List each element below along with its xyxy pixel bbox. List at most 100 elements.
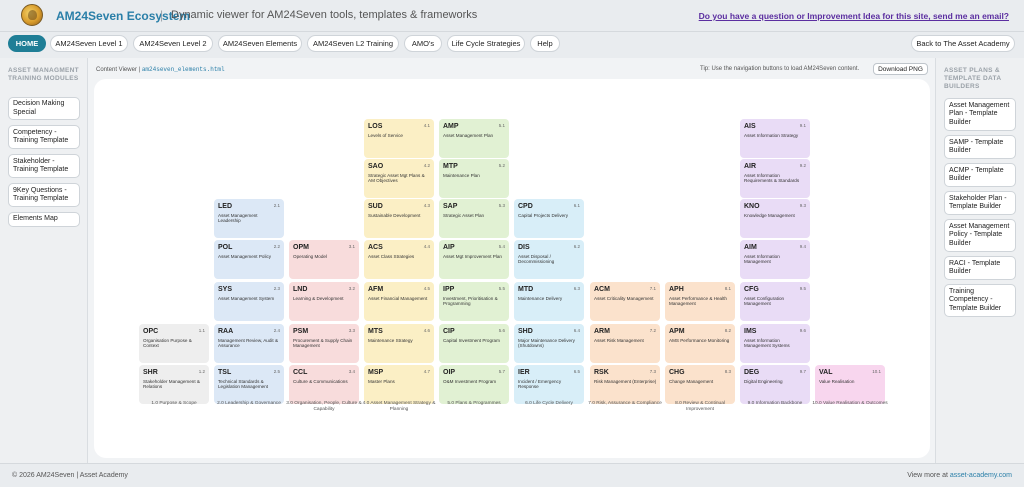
nav-elements[interactable]: AM24Seven Elements	[218, 35, 302, 52]
module-stakeholder[interactable]: Stakeholder - Training Template	[8, 154, 80, 178]
title-separator: |	[160, 8, 164, 22]
element-name: Management Review, Audit & Assurance	[218, 338, 279, 349]
element-tile-sud[interactable]: SUD 4.3 Sustainable Development	[364, 199, 434, 238]
element-code: POL	[218, 244, 233, 251]
element-tile-ipp[interactable]: IPP 5.5 Investment, Prioritisation & Progr…	[439, 282, 509, 321]
module-elements-map[interactable]: Elements Map	[8, 212, 80, 227]
element-tile-psm[interactable]: PSM 3.3 Procurement & Supply Chain Managem…	[289, 324, 359, 363]
element-tile-msp[interactable]: MSP 4.7 Master Plans	[364, 365, 434, 404]
element-tile-shd[interactable]: SHD 6.4 Major Maintenance Delivery (Shutdo…	[514, 324, 584, 363]
element-code: AIR	[744, 163, 757, 170]
element-tile-sao[interactable]: SAO 4.2 Strategic Asset Mgt Plans & AM Obj…	[364, 159, 434, 198]
element-code: SAO	[368, 163, 384, 170]
element-name: Culture & Communications	[293, 379, 348, 384]
element-tile-aph[interactable]: APH 8.1 Asset Performance & Health Managem…	[665, 282, 735, 321]
element-tile-aim[interactable]: AIM 9.4 Asset Information Management	[740, 240, 810, 279]
element-tile-val[interactable]: VAL 10.1 Value Realisation	[815, 365, 885, 404]
feedback-link[interactable]: Do you have a question or Improvement Id…	[698, 11, 1009, 21]
element-tile-ier[interactable]: IER 6.5 Incident / Emergency Response	[514, 365, 584, 404]
element-tile-shr[interactable]: SHR 1.2 Stakeholder Management & Relations	[139, 365, 209, 404]
element-number: 2.5	[273, 369, 280, 374]
element-name: Asset Criticality Management	[594, 296, 654, 301]
module-decision-making[interactable]: Decision Making Special	[8, 97, 80, 120]
element-number: 2.4	[273, 328, 280, 333]
footer-more-prefix: View more at	[907, 472, 948, 479]
element-number: 9.1	[799, 123, 806, 128]
element-tile-air[interactable]: AIR 9.2 Asset Information Requirements & S…	[740, 159, 810, 198]
nav-home[interactable]: HOME	[8, 35, 46, 52]
builder-raci[interactable]: RACI - Template Builder	[944, 256, 1016, 280]
nav-level-1[interactable]: AM24Seven Level 1	[50, 35, 128, 52]
element-name: Maintenance Delivery	[518, 296, 563, 301]
module-competency[interactable]: Competency - Training Template	[8, 125, 80, 149]
element-tile-mtp[interactable]: MTP 5.2 Maintenance Plan	[439, 159, 509, 198]
element-tile-cpd[interactable]: CPD 6.1 Capital Projects Delivery	[514, 199, 584, 238]
element-name: Asset Mgt Improvement Plan	[443, 254, 502, 259]
element-tile-dis[interactable]: DIS 6.2 Asset Disposal / Decommissioning	[514, 240, 584, 279]
element-tile-kno[interactable]: KNO 9.3 Knowledge Management	[740, 199, 810, 238]
download-png-button[interactable]: Download PNG	[873, 63, 928, 75]
element-code: RAA	[218, 328, 234, 335]
element-tile-pol[interactable]: POL 2.2 Asset Management Policy	[214, 240, 284, 279]
element-number: 9.7	[799, 369, 806, 374]
builder-stakeholder-plan[interactable]: Stakeholder Plan - Template Builder	[944, 191, 1016, 215]
element-code: CPD	[518, 203, 533, 210]
builder-am-policy[interactable]: Asset Management Policy - Template Build…	[944, 219, 1016, 252]
element-tile-opm[interactable]: OPM 3.1 Operating Model	[289, 240, 359, 279]
nav-life-cycle[interactable]: Life Cycle Strategies	[447, 35, 525, 52]
module-9key-questions[interactable]: 9Key Questions - Training Template	[8, 183, 80, 207]
element-tile-aip[interactable]: AIP 5.4 Asset Mgt Improvement Plan	[439, 240, 509, 279]
nav-amos[interactable]: AMO's	[404, 35, 442, 52]
builder-training-competency[interactable]: Training Competency - Template Builder	[944, 284, 1016, 317]
element-tile-rsk[interactable]: RSK 7.3 Risk Management (Enterprise)	[590, 365, 660, 404]
builder-amp[interactable]: Asset Management Plan - Template Builder	[944, 98, 1016, 131]
builder-samp[interactable]: SAMP - Template Builder	[944, 135, 1016, 159]
element-tile-arm[interactable]: ARM 7.2 Asset Risk Management	[590, 324, 660, 363]
element-name: Capital Investment Program	[443, 338, 500, 343]
element-tile-cfg[interactable]: CFG 9.5 Asset Configuration Management	[740, 282, 810, 321]
nav-help[interactable]: Help	[530, 35, 560, 52]
element-tile-mts[interactable]: MTS 4.6 Maintenance Strategy	[364, 324, 434, 363]
app-subtitle: Dynamic viewer for AM24Seven tools, temp…	[171, 9, 478, 21]
element-name: Organisation Purpose & Context	[143, 338, 192, 349]
element-number: 3.2	[348, 286, 355, 291]
element-tile-afm[interactable]: AFM 4.5 Asset Financial Management	[364, 282, 434, 321]
element-tile-acs[interactable]: ACS 4.4 Asset Class Strategies	[364, 240, 434, 279]
column-label: 5.0 Plans & Programmes	[447, 401, 501, 406]
element-tile-chg[interactable]: CHG 8.3 Change Management	[665, 365, 735, 404]
viewer-label-text: Content Viewer |	[96, 67, 141, 73]
element-tile-apm[interactable]: APM 8.2 AMS Performance Monitoring	[665, 324, 735, 363]
column-label: 6.0 Life Cycle Delivery	[525, 401, 573, 406]
element-tile-ais[interactable]: AIS 9.1 Asset Information Strategy	[740, 119, 810, 158]
element-name: Asset Management Leadership	[218, 213, 258, 224]
element-tile-opc[interactable]: OPC 1.1 Organisation Purpose & Context	[139, 324, 209, 363]
builder-acmp[interactable]: ACMP - Template Builder	[944, 163, 1016, 187]
element-code: MTS	[368, 328, 383, 335]
element-tile-raa[interactable]: RAA 2.4 Management Review, Audit & Assuran…	[214, 324, 284, 363]
element-name: Asset Information Requirements & Standar…	[744, 173, 800, 184]
element-tile-mtd[interactable]: MTD 6.3 Maintenance Delivery	[514, 282, 584, 321]
element-number: 1.1	[198, 328, 205, 333]
element-tile-led[interactable]: LED 2.1 Asset Management Leadership	[214, 199, 284, 238]
element-tile-sys[interactable]: SYS 2.3 Asset Management System	[214, 282, 284, 321]
element-tile-ccl[interactable]: CCL 3.4 Culture & Communications	[289, 365, 359, 404]
back-to-academy-button[interactable]: Back to The Asset Academy	[911, 35, 1015, 52]
element-number: 1.2	[198, 369, 205, 374]
element-code: AIS	[744, 123, 756, 130]
element-tile-deg[interactable]: DEG 9.7 Digital Engineering	[740, 365, 810, 404]
element-code: LOS	[368, 123, 383, 130]
element-tile-lnd[interactable]: LND 3.2 Learning & Development	[289, 282, 359, 321]
element-tile-sap[interactable]: SAP 5.3 Strategic Asset Plan	[439, 199, 509, 238]
element-tile-ims[interactable]: IMS 9.6 Asset Information Management Syste…	[740, 324, 810, 363]
nav-level-2[interactable]: AM24Seven Level 2	[133, 35, 213, 52]
element-tile-tsl[interactable]: TSL 2.5 Technical Standards & Legislation …	[214, 365, 284, 404]
footer-academy-link[interactable]: asset-academy.com	[949, 472, 1012, 479]
element-tile-los[interactable]: LOS 4.1 Levels of Service	[364, 119, 434, 158]
element-tile-cip[interactable]: CIP 5.6 Capital Investment Program	[439, 324, 509, 363]
element-tile-amp[interactable]: AMP 5.1 Asset Management Plan	[439, 119, 509, 158]
element-name: Levels of Service	[368, 133, 403, 138]
element-tile-acm[interactable]: ACM 7.1 Asset Criticality Management	[590, 282, 660, 321]
element-number: 9.4	[799, 244, 806, 249]
element-tile-oip[interactable]: OIP 5.7 O&M Investment Program	[439, 365, 509, 404]
nav-l2-training[interactable]: AM24Seven L2 Training	[307, 35, 399, 52]
